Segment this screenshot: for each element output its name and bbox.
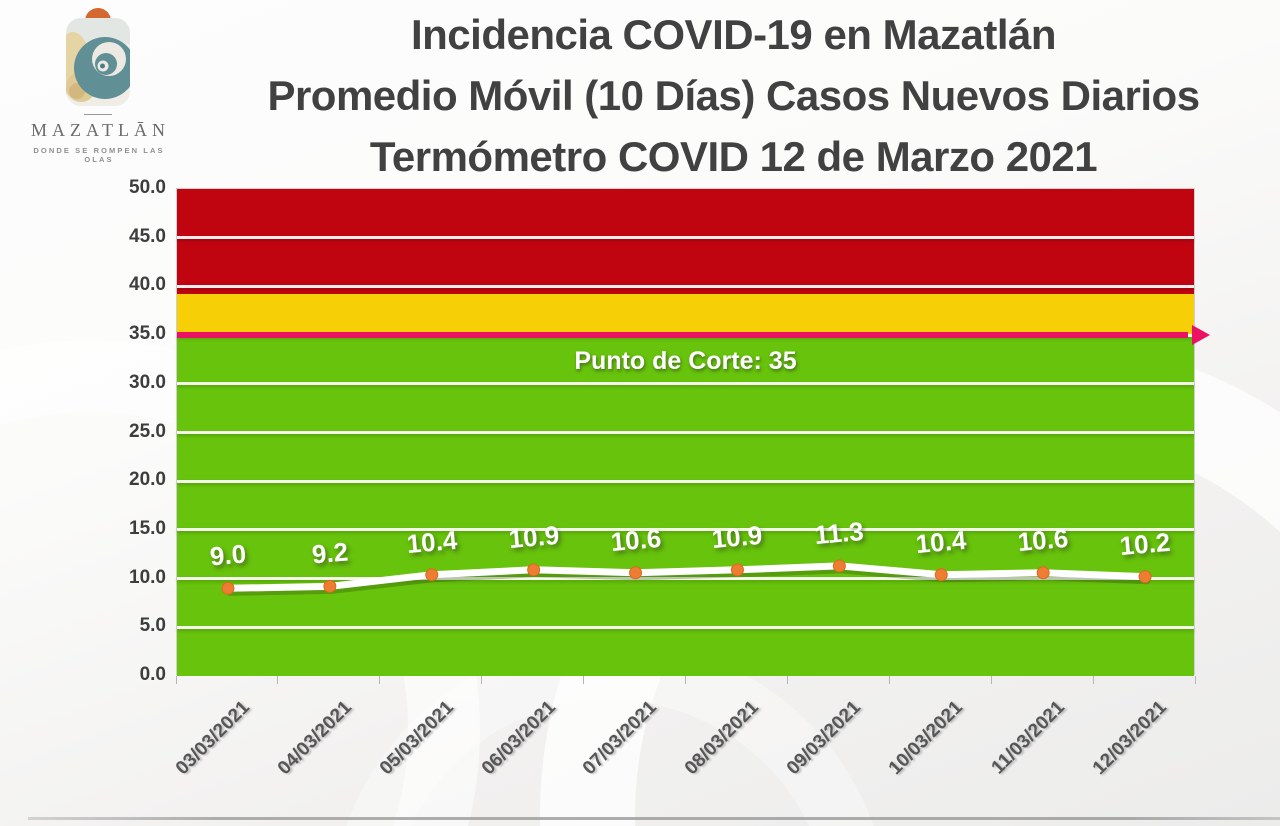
y-tick-label-10.0: 10.0 (129, 566, 166, 588)
title-line-2: Promedio Móvil (10 Días) Casos Nuevos Di… (267, 72, 1200, 119)
data-point-09/03/2021 (832, 559, 846, 573)
data-point-06/03/2021 (527, 563, 541, 577)
zone-amarillo (177, 294, 1194, 336)
x-tick-label-10/03/2021: 10/03/2021 (885, 697, 968, 780)
x-tick-label-08/03/2021: 08/03/2021 (681, 697, 764, 780)
y-tick-label-15.0: 15.0 (129, 517, 166, 539)
gridline-30 (177, 382, 1194, 386)
chart-title: Incidencia COVID-19 en Mazatlán Promedio… (195, 4, 1272, 187)
logo-brand-text: MAZATLĀN (31, 120, 170, 140)
bottom-border-line (28, 817, 1280, 820)
zone-rojo (177, 189, 1194, 295)
mazatlan-logo: MAZATLĀN DONDE SE ROMPEN LAS OLAS (22, 8, 174, 164)
y-tick-label-35.0: 35.0 (129, 323, 166, 345)
x-tick-mark (175, 676, 177, 684)
data-point-12/03/2021 (1138, 570, 1152, 584)
gridline-40 (177, 284, 1194, 288)
y-tick-label-0.0: 0.0 (139, 664, 166, 685)
cutoff-line (177, 332, 1188, 339)
y-tick-label-5.0: 5.0 (139, 615, 166, 637)
data-point-03/03/2021 (221, 581, 235, 595)
x-tick-mark (1092, 676, 1094, 684)
x-tick-mark (685, 676, 686, 684)
x-tick-mark (481, 676, 483, 684)
gridline-20 (177, 479, 1194, 483)
logo-tagline-text: DONDE SE ROMPEN LAS OLAS (33, 146, 165, 164)
x-tick-label-09/03/2021: 09/03/2021 (783, 697, 866, 780)
x-tick-label-11/03/2021: 11/03/2021 (987, 697, 1070, 779)
x-tick-mark (786, 676, 788, 684)
y-tick-label-50.0: 50.0 (129, 177, 166, 198)
x-tick-mark (990, 676, 992, 684)
x-tick-mark (277, 676, 279, 684)
x-tick-mark (379, 676, 381, 684)
x-tick-label-05/03/2021: 05/03/2021 (375, 697, 458, 780)
series-line (221, 559, 1152, 596)
zone-verde (177, 335, 1194, 676)
data-point-11/03/2021 (1036, 566, 1050, 580)
x-axis: 03/03/2021 04/03/2021 05/03/2021 06/03/2021… (172, 675, 1196, 825)
y-axis: 50.0 45.0 40.0 35.0 30.0 25.0 20.0 15.0 10.0 5.0 0… (0, 177, 166, 685)
data-point-08/03/2021 (730, 563, 744, 577)
title-line-3: Termómetro COVID 12 de Marzo 2021 (369, 133, 1098, 180)
data-point-05/03/2021 (425, 568, 439, 582)
x-tick-label-07/03/2021: 07/03/2021 (579, 697, 662, 780)
data-point-07/03/2021 (629, 566, 643, 580)
plot-area: Punto de Corte: 35 9.0 9.2 10.4 10.9 10.6 10.… (176, 188, 1210, 676)
logo-divider (84, 114, 112, 115)
gridline-10 (177, 577, 1194, 581)
x-tick-label-06/03/2021: 06/03/2021 (477, 697, 560, 780)
y-tick-label-30.0: 30.0 (129, 371, 166, 393)
gridline-45 (177, 236, 1194, 240)
x-tick-label-12/03/2021: 12/03/2021 (1088, 697, 1171, 780)
x-tick-mark (583, 676, 585, 684)
gridline-15 (177, 528, 1194, 532)
data-point-04/03/2021 (323, 579, 337, 593)
y-tick-label-40.0: 40.0 (129, 274, 166, 296)
x-tick-mark (888, 676, 890, 684)
y-tick-label-20.0: 20.0 (129, 469, 166, 491)
gridline-5 (177, 625, 1194, 629)
x-tick-label-04/03/2021: 04/03/2021 (273, 697, 356, 780)
gridline-25 (177, 431, 1194, 434)
x-tick-mark (1194, 676, 1196, 684)
x-tick-label-03/03/2021: 03/03/2021 (171, 697, 254, 780)
title-line-1: Incidencia COVID-19 en Mazatlán (410, 11, 1057, 58)
y-tick-label-25.0: 25.0 (129, 420, 166, 442)
mazatlan-shell-icon (66, 8, 130, 106)
data-point-10/03/2021 (934, 568, 948, 582)
y-tick-label-45.0: 45.0 (129, 225, 166, 247)
